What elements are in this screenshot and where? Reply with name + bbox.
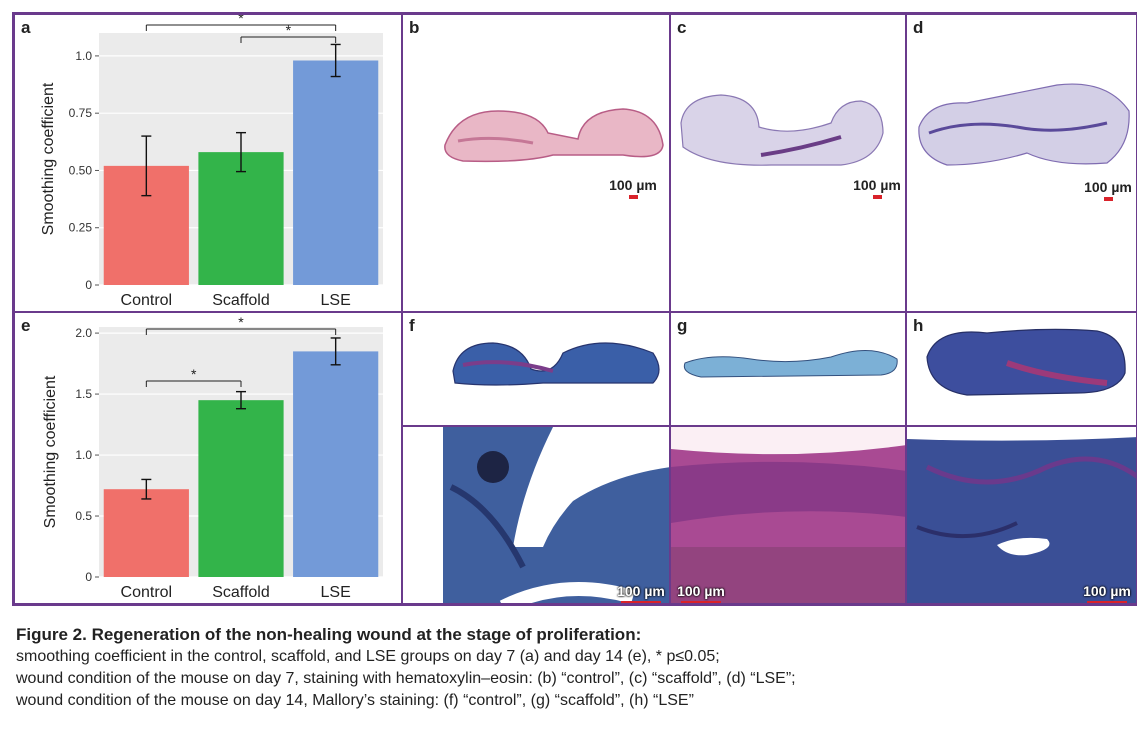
- tissue-section-f: [452, 342, 660, 386]
- panel-h: h: [906, 312, 1137, 426]
- panel-label-a: a: [21, 18, 31, 37]
- scale-label-f: 100 µm: [617, 583, 665, 599]
- bar-scaffold: [198, 152, 284, 285]
- panel-label-c: c: [677, 18, 687, 37]
- panel-f-closeup: 100 µm: [402, 426, 670, 604]
- panel-g-closeup: 100 µm: [670, 426, 906, 604]
- panel-e: e 0 0.5 1.0 1.5 2.0 Control Scaffold LSE * * Smoot…: [14, 312, 402, 604]
- tissue-closeup-f: [443, 427, 669, 603]
- significance-marker: *: [238, 314, 244, 330]
- panel-a: a 0 0.25 0.50 0.75 1.0 Control Scaffold LSE * * Sm…: [14, 14, 402, 312]
- y-tick-label: 1.0: [75, 448, 92, 462]
- y-tick-label: 0: [85, 278, 92, 292]
- panel-d: d 100 µm: [906, 14, 1137, 312]
- y-tick-label: 0.75: [69, 106, 93, 120]
- scale-bar-b: 100 µm: [601, 177, 665, 199]
- panel-f: f: [402, 312, 670, 426]
- chart-a: 0 0.25 0.50 0.75 1.0 Control Scaffold LSE * * Smoo…: [40, 15, 383, 309]
- scale-bar-h: 100 µm: [1079, 583, 1135, 603]
- scale-label-g: 100 µm: [677, 583, 725, 599]
- y-axis-label: Smoothing coefficient: [40, 82, 57, 235]
- scale-label-b: 100 µm: [609, 177, 657, 193]
- y-tick-label: 1.5: [75, 387, 92, 401]
- panel-label-e: e: [21, 316, 31, 335]
- panel-g: g: [670, 312, 906, 426]
- scale-line-g: [681, 601, 721, 603]
- scale-line-h: [1087, 601, 1127, 603]
- tissue-section-d: [918, 83, 1130, 166]
- x-tick-label: LSE: [321, 292, 351, 309]
- panel-c: c 100 µm: [670, 14, 906, 312]
- y-tick-label: 0.5: [75, 509, 92, 523]
- y-axis-label: Smoothing coefficient: [42, 375, 59, 528]
- tissue-closeup-h: [907, 427, 1136, 603]
- caption-line-3: wound condition of the mouse on day 14, …: [16, 692, 694, 709]
- x-tick-label: Control: [121, 292, 173, 309]
- scale-bar-g: 100 µm: [673, 583, 729, 603]
- panel-label-f: f: [409, 316, 415, 335]
- scale-bar-f: 100 µm: [613, 583, 669, 603]
- panel-h-closeup: 100 µm: [906, 426, 1137, 604]
- chart-e: 0 0.5 1.0 1.5 2.0 Control Scaffold LSE * * Smoothi…: [42, 314, 383, 601]
- figure-caption: Figure 2. Regeneration of the non-healin…: [16, 624, 1136, 712]
- scale-label-c: 100 µm: [853, 177, 901, 193]
- bar-control: [103, 489, 189, 577]
- scale-bar-c: 100 µm: [847, 177, 905, 199]
- caption-title: Figure 2. Regeneration of the non-healin…: [16, 625, 642, 644]
- caption-line-1: smoothing coefficient in the control, sc…: [16, 648, 720, 665]
- scale-line-f: [621, 601, 661, 603]
- x-tick-label: Scaffold: [212, 584, 270, 601]
- panel-label-d: d: [913, 18, 924, 37]
- tissue-section-h: [926, 328, 1126, 396]
- scale-bar-d: 100 µm: [1079, 179, 1136, 201]
- significance-marker: *: [286, 22, 292, 38]
- significance-marker: *: [191, 366, 197, 382]
- bar-lse: [293, 60, 379, 286]
- y-tick-label: 0: [85, 570, 92, 584]
- panel-label-h: h: [913, 316, 924, 335]
- y-tick-label: 0.25: [69, 221, 93, 235]
- x-tick-label: Scaffold: [212, 292, 270, 309]
- x-tick-label: LSE: [321, 584, 351, 601]
- tissue-section-c: [680, 94, 884, 166]
- scale-label-h: 100 µm: [1083, 583, 1131, 599]
- y-tick-label: 0.50: [69, 163, 93, 177]
- scale-label-d: 100 µm: [1084, 179, 1132, 195]
- x-tick-label: Control: [121, 584, 173, 601]
- figure-frame: a 0 0.25 0.50 0.75 1.0 Control Scaffold LSE * * Sm…: [12, 12, 1137, 606]
- significance-marker: *: [238, 15, 244, 26]
- bar-lse: [293, 351, 379, 577]
- y-tick-label: 2.0: [75, 326, 92, 340]
- panel-b: b 100 µm: [402, 14, 670, 312]
- scale-line-b: [628, 195, 638, 199]
- scale-line-d: [1103, 197, 1113, 201]
- bar-scaffold: [198, 400, 284, 577]
- panel-label-b: b: [409, 18, 420, 37]
- tissue-section-g: [683, 349, 898, 378]
- scale-line-c: [872, 195, 882, 199]
- y-tick-label: 1.0: [75, 49, 92, 63]
- panel-label-g: g: [677, 316, 688, 335]
- tissue-section-b: [444, 108, 664, 163]
- caption-line-2: wound condition of the mouse on day 7, s…: [16, 670, 796, 687]
- tissue-closeup-g: [671, 427, 905, 603]
